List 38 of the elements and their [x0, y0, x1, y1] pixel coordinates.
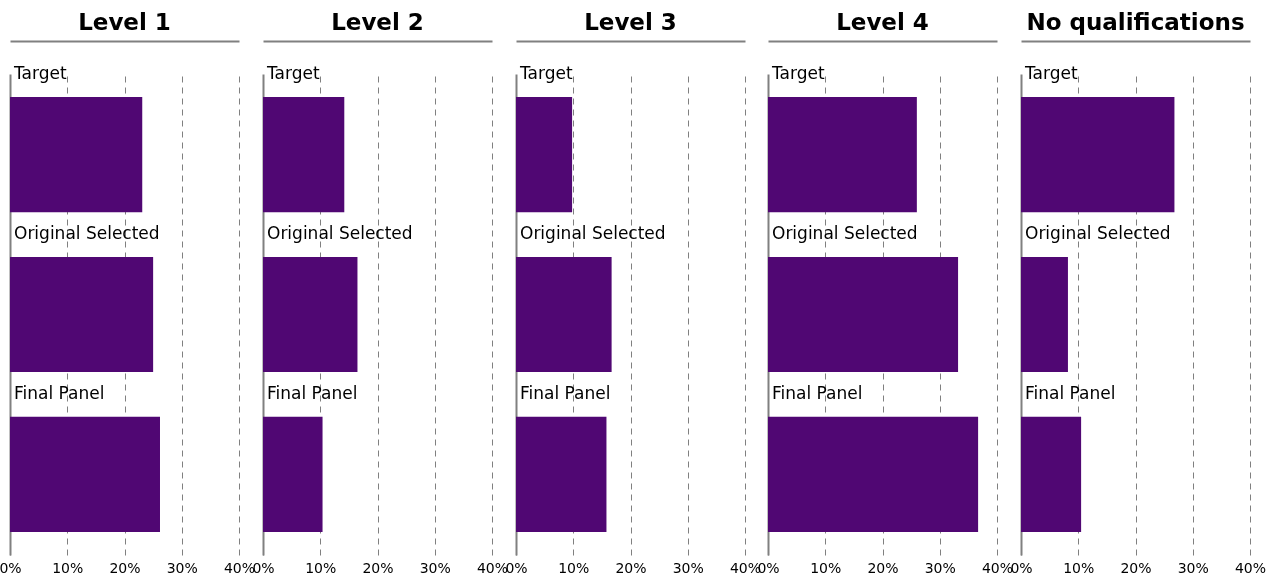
y-tick-label: Original Selected: [519, 222, 666, 243]
y-tick-label: Target: [771, 63, 826, 84]
x-tick-label: 0%: [0, 559, 22, 576]
y-tick-label: Original Selected: [772, 222, 918, 243]
x-tick-label: 20%: [867, 559, 899, 576]
x-tick-label: 40%: [476, 559, 508, 576]
y-tick-label: Original Selected: [266, 222, 413, 243]
y-tick-label: Final Panel: [1025, 382, 1116, 403]
y-tick-label: Target: [518, 63, 573, 84]
x-tick-label: 30%: [672, 559, 704, 576]
x-tick-label: 10%: [1063, 559, 1095, 576]
y-tick-label: Original Selected: [14, 222, 160, 243]
y-tick-label: Final Panel: [14, 382, 105, 403]
y-tick-label: Target: [13, 63, 67, 84]
x-tick-label: 30%: [1177, 559, 1209, 576]
y-tick-label: Final Panel: [519, 382, 610, 403]
y-tick-label: Target: [1024, 63, 1078, 84]
x-tick-label: 10%: [52, 559, 84, 576]
y-tick-label: Original Selected: [1025, 222, 1171, 243]
chart-title: Level 2: [330, 9, 424, 35]
x-tick-label: 10%: [557, 559, 589, 576]
x-tick-label: 20%: [614, 559, 647, 576]
x-tick-label: 30%: [166, 559, 198, 576]
y-tick-label: Final Panel: [772, 382, 863, 403]
x-tick-label: 30%: [924, 559, 957, 576]
chart-title: Level 3: [583, 9, 677, 35]
x-tick-label: 10%: [304, 559, 337, 576]
x-tick-label: 20%: [109, 559, 141, 576]
chart-title: No qualifications: [1026, 9, 1245, 35]
x-tick-label: 20%: [362, 559, 394, 576]
y-tick-label: Target: [265, 63, 320, 84]
x-tick-label: 20%: [1120, 559, 1152, 576]
x-tick-label: 30%: [419, 559, 451, 576]
y-tick-label: Final Panel: [266, 382, 358, 403]
chart-title: Level 4: [836, 9, 930, 35]
x-tick-label: 40%: [1234, 559, 1267, 576]
chart-title: Level 1: [78, 9, 171, 35]
x-tick-label: 10%: [810, 559, 842, 576]
